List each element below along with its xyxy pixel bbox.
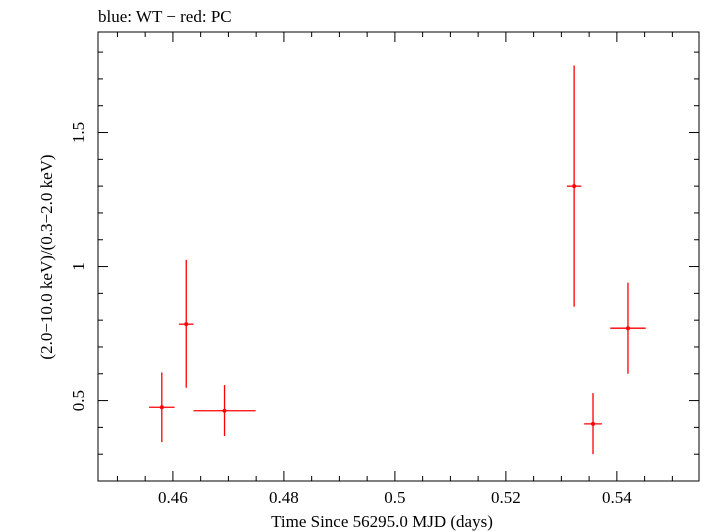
data-marker [222,408,227,413]
series-pc [149,65,646,455]
y-tick-label: 1.5 [69,122,88,143]
y-tick-label: 0.5 [69,390,88,411]
y-axis-label: (2.0−10.0 keV)/(0.3−2.0 keV) [37,154,56,359]
data-marker [159,405,164,410]
data-marker [572,184,577,189]
data-marker [591,421,596,426]
plot-area [97,31,700,482]
data-point [149,372,175,443]
y-tick-label: 1 [69,262,88,271]
data-point [193,385,256,436]
x-tick-label: 0.52 [491,488,521,507]
y-axis: 0.5 1 1.5 [69,51,699,482]
data-point [179,259,194,388]
x-tick-label: 0.54 [602,488,632,507]
data-marker [625,326,630,331]
x-tick-label: 0.5 [384,488,405,507]
data-point [566,65,582,307]
x-tick-label: 0.46 [158,488,188,507]
chart-title: blue: WT − red: PC [98,7,232,26]
data-marker [184,322,189,327]
plot-frame [97,31,700,482]
data-series [149,65,646,455]
data-point [584,393,602,455]
x-tick-label: 0.48 [269,488,299,507]
x-axis: 0.46 0.48 0.5 0.52 0.54 [116,32,673,507]
x-axis-label: Time Since 56295.0 MJD (days) [271,512,493,531]
data-point [610,282,646,374]
